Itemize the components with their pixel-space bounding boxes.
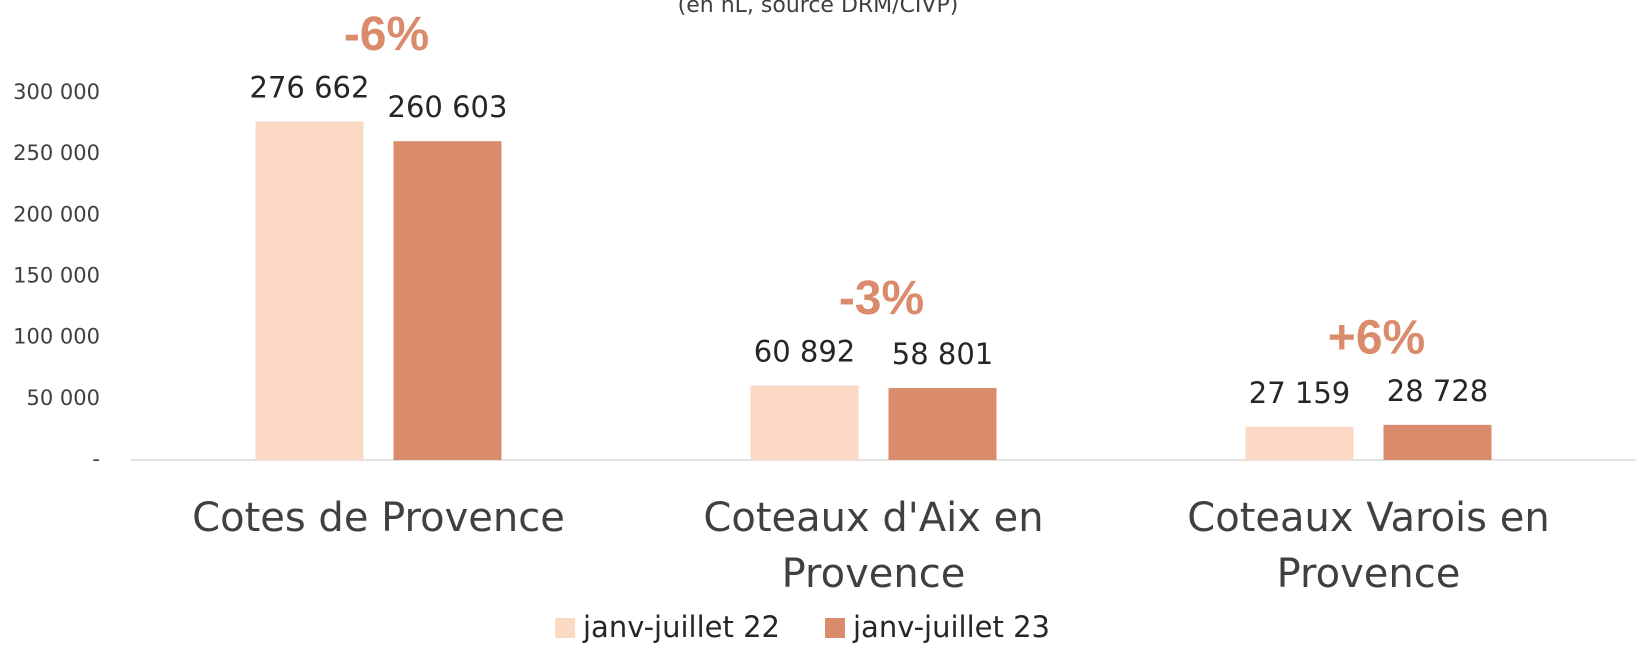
legend-swatch — [555, 618, 575, 638]
y-tick-label: 50 000 — [27, 386, 100, 410]
data-label: 28 728 — [1387, 374, 1488, 408]
y-tick-label: 250 000 — [13, 141, 100, 165]
x-tick-label: Coteaux d'Aix en Provence — [703, 495, 1044, 597]
x-tick-label: Cotes de Provence — [192, 495, 565, 541]
data-label: 58 801 — [892, 337, 993, 371]
y-tick-label: - — [92, 447, 100, 471]
x-tick-label: Coteaux Varois en Provence — [1187, 495, 1550, 597]
annotation: -3% — [839, 272, 924, 325]
data-label: 260 603 — [388, 90, 508, 124]
data-label: 276 662 — [250, 71, 370, 105]
chart-subtitle: (en hL, source DRM/CIVP) — [678, 0, 959, 18]
annotation: +6% — [1328, 312, 1425, 365]
legend-swatch — [825, 618, 845, 638]
y-tick-label: 100 000 — [13, 325, 100, 349]
bar — [393, 141, 502, 460]
annotation: -6% — [344, 8, 429, 61]
data-label: 60 892 — [754, 335, 855, 369]
bar — [888, 388, 997, 460]
y-tick-label: 150 000 — [13, 264, 100, 288]
bar — [1383, 424, 1492, 460]
bar — [1245, 426, 1354, 460]
bar — [255, 121, 364, 460]
legend-label: janv-juillet 22 — [582, 610, 780, 644]
data-label: 27 159 — [1249, 376, 1350, 410]
legend-label: janv-juillet 23 — [852, 610, 1050, 644]
y-tick-label: 200 000 — [13, 202, 100, 226]
y-tick-label: 300 000 — [13, 80, 100, 104]
bar — [750, 385, 859, 460]
